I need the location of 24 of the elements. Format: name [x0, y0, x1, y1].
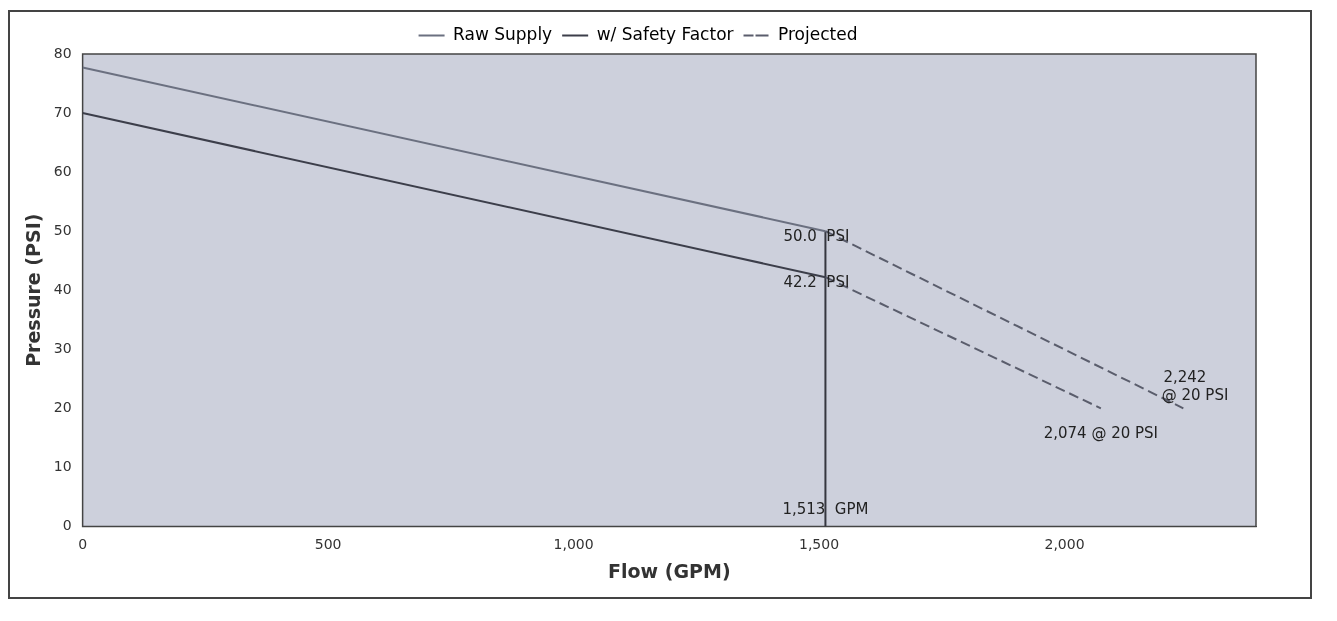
y-tick-label: 70: [53, 103, 72, 120]
y-tick-label: 20: [53, 398, 72, 415]
legend-label: Projected: [778, 23, 858, 44]
x-tick-label: 1,500: [799, 536, 840, 553]
annotation: 1,513 GPM: [782, 500, 869, 519]
x-axis-title: Flow (GPM): [608, 559, 731, 582]
annotation: 50.0 PSI: [783, 227, 850, 246]
x-tick-label: 500: [314, 536, 342, 553]
legend-label: Raw Supply: [453, 23, 553, 44]
annotation: 2,242 @ 20 PSI: [1161, 368, 1229, 405]
y-tick-label: 30: [53, 339, 72, 356]
y-tick-label: 0: [62, 517, 72, 534]
y-tick-label: 80: [53, 44, 72, 61]
annotation: 42.2 PSI: [783, 273, 850, 292]
y-tick-label: 10: [53, 457, 72, 474]
legend-label: w/ Safety Factor: [596, 23, 734, 44]
y-tick-label: 40: [53, 280, 72, 297]
annotation: 2,074 @ 20 PSI: [1043, 424, 1159, 443]
y-tick-label: 60: [53, 162, 72, 179]
y-axis-title: Pressure (PSI): [22, 213, 45, 367]
x-tick-label: 0: [78, 536, 88, 553]
x-tick-label: 2,000: [1044, 536, 1085, 553]
y-tick-label: 50: [53, 221, 72, 238]
x-tick-label: 1,000: [553, 536, 594, 553]
